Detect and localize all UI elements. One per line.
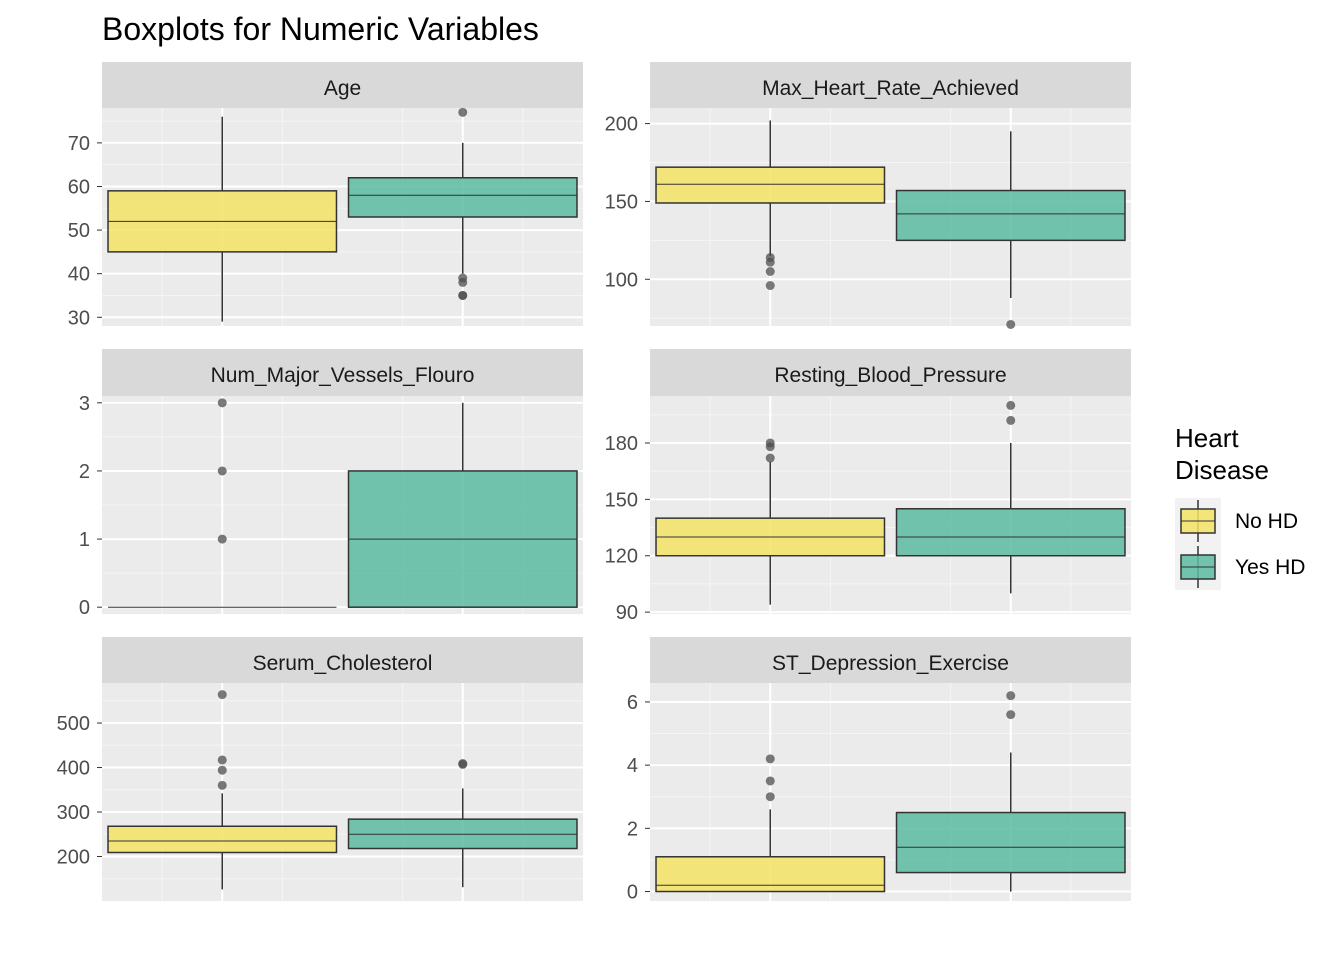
y-tick-label: 100 bbox=[605, 269, 638, 291]
y-tick-label: 1 bbox=[79, 529, 90, 551]
y-tick-label: 3 bbox=[79, 393, 90, 415]
y-tick-label: 180 bbox=[605, 433, 638, 455]
y-tick-label: 4 bbox=[627, 755, 638, 777]
outlier-point bbox=[765, 754, 775, 764]
outlier-point bbox=[765, 281, 775, 291]
y-tick-label: 70 bbox=[68, 133, 90, 155]
outlier-point bbox=[458, 277, 468, 287]
strip-label: Num_Major_Vessels_Flouro bbox=[211, 364, 475, 387]
iqr-box bbox=[895, 508, 1126, 557]
outlier-point bbox=[765, 776, 775, 786]
y-tick-label: 30 bbox=[68, 307, 90, 329]
iqr-box bbox=[895, 189, 1126, 242]
outlier-point bbox=[217, 755, 227, 765]
box-no-hd bbox=[655, 120, 886, 291]
chart-title: Boxplots for Numeric Variables bbox=[102, 11, 539, 47]
box-no-hd bbox=[107, 116, 338, 322]
y-tick-label: 500 bbox=[57, 713, 90, 735]
strip-age bbox=[102, 62, 583, 108]
legend-title-line1: Heart bbox=[1175, 423, 1239, 453]
outlier-point bbox=[458, 290, 468, 300]
y-tick-label: 0 bbox=[627, 882, 638, 904]
box-no-hd bbox=[655, 754, 886, 893]
outlier-point bbox=[765, 267, 775, 276]
y-tick-label: 90 bbox=[616, 602, 638, 624]
strip-label: Age bbox=[324, 77, 361, 100]
box-no-hd bbox=[655, 438, 886, 605]
outlier-point bbox=[217, 398, 227, 408]
panel-serum-cholesterol: Serum_Cholesterol 200 300 400 500 bbox=[57, 637, 583, 901]
strip-label: ST_Depression_Exercise bbox=[772, 652, 1009, 675]
outlier-point bbox=[217, 690, 227, 700]
strip-serum-cholesterol bbox=[102, 637, 583, 683]
outlier-point bbox=[765, 442, 775, 452]
y-tick-label: 150 bbox=[605, 191, 638, 213]
y-tick-label: 60 bbox=[68, 176, 90, 198]
panel-resting-blood-pressure: Resting_Blood_Pressure 90 120 150 180 bbox=[605, 349, 1131, 624]
outlier-point bbox=[1006, 710, 1016, 720]
iqr-box bbox=[107, 825, 338, 854]
strip-st-depression-exercise bbox=[650, 637, 1131, 683]
box-yes-hd bbox=[895, 131, 1126, 329]
outlier-point bbox=[217, 466, 227, 476]
panel-st-depression-exercise: ST_Depression_Exercise 0 2 4 6 bbox=[627, 637, 1131, 904]
outlier-point bbox=[1006, 691, 1016, 701]
outlier-point bbox=[1006, 400, 1016, 410]
y-tick-label: 200 bbox=[605, 114, 638, 136]
y-tick-label: 300 bbox=[57, 802, 90, 824]
legend: Heart Disease No HD Yes HD bbox=[1175, 423, 1305, 590]
legend-title-line2: Disease bbox=[1175, 455, 1269, 485]
box-no-hd bbox=[107, 690, 338, 890]
box-no-hd bbox=[108, 398, 337, 608]
facet-panels: Age3040506070Max_Heart_Rate_Achieved1001… bbox=[57, 62, 1131, 904]
outlier-point bbox=[458, 759, 468, 769]
y-tick-label: 150 bbox=[605, 489, 638, 511]
legend-label: No HD bbox=[1235, 510, 1298, 533]
outlier-point bbox=[217, 765, 227, 775]
y-tick-label: 400 bbox=[57, 758, 90, 780]
outlier-point bbox=[217, 780, 227, 790]
strip-max-heart-rate-achieved bbox=[650, 62, 1131, 108]
panel-max-heart-rate-achieved: Max_Heart_Rate_Achieved 100 150 200 bbox=[605, 62, 1131, 329]
outlier-point bbox=[765, 257, 775, 267]
y-tick-label: 6 bbox=[627, 692, 638, 714]
panel-num-major-vessels-flouro: Num_Major_Vessels_Flouro 0 1 2 3 bbox=[79, 349, 583, 619]
y-tick-label: 200 bbox=[57, 847, 90, 869]
legend-label: Yes HD bbox=[1235, 556, 1305, 579]
legend-item-yes-hd: Yes HD bbox=[1175, 544, 1305, 590]
box-yes-hd bbox=[347, 402, 578, 608]
box-yes-hd bbox=[895, 691, 1126, 892]
legend-item-no-hd: No HD bbox=[1175, 498, 1298, 544]
strip-resting-blood-pressure bbox=[650, 349, 1131, 396]
panel-age: Age 30 40 50 60 70 bbox=[68, 62, 583, 329]
outlier-point bbox=[765, 792, 775, 802]
outlier-point bbox=[1006, 415, 1016, 425]
iqr-box bbox=[895, 811, 1126, 874]
y-tick-label: 2 bbox=[79, 461, 90, 483]
strip-num-major-vessels-flouro bbox=[102, 349, 583, 396]
strip-label: Max_Heart_Rate_Achieved bbox=[762, 77, 1019, 100]
panel-background bbox=[102, 683, 583, 901]
legend-keys: No HD Yes HD bbox=[1175, 498, 1305, 590]
outlier-point bbox=[765, 453, 775, 463]
outlier-point bbox=[458, 107, 468, 117]
iqr-box bbox=[655, 856, 886, 893]
outlier-point bbox=[1006, 319, 1016, 329]
y-tick-label: 40 bbox=[68, 264, 90, 286]
iqr-box bbox=[655, 166, 886, 204]
y-tick-label: 0 bbox=[79, 597, 90, 619]
box-yes-hd bbox=[347, 759, 578, 888]
strip-label: Resting_Blood_Pressure bbox=[774, 364, 1006, 387]
y-tick-label: 120 bbox=[605, 546, 638, 568]
y-tick-label: 2 bbox=[627, 818, 638, 840]
y-tick-label: 50 bbox=[68, 220, 90, 242]
outlier-point bbox=[217, 534, 227, 544]
strip-label: Serum_Cholesterol bbox=[253, 652, 433, 675]
box-yes-hd bbox=[895, 400, 1126, 594]
box-yes-hd bbox=[347, 107, 578, 300]
iqr-box bbox=[347, 177, 578, 218]
panel-background bbox=[650, 396, 1131, 614]
